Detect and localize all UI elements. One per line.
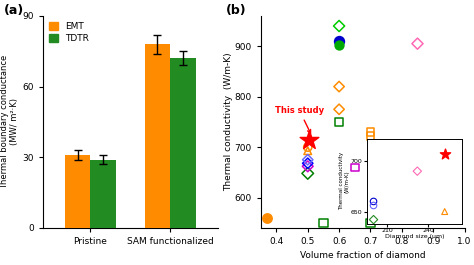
Point [335,43,343,47]
Point [335,120,343,124]
Y-axis label: Thermal conductivity  (W/m-K): Thermal conductivity (W/m-K) [224,52,233,191]
Point [367,134,374,138]
Point [335,85,343,89]
Legend: EMT, TDTR: EMT, TDTR [47,20,91,45]
Point [263,216,271,220]
Point [306,138,313,142]
Text: This study: This study [275,106,324,133]
Point [351,165,358,169]
Point [304,171,311,175]
Bar [91,160,116,228]
Point [367,221,374,225]
Point [304,161,311,165]
Y-axis label: Thermal boundary conductance
(MW/ m²·K): Thermal boundary conductance (MW/ m²·K) [0,55,19,189]
Point [304,158,311,162]
Bar [145,44,170,228]
Bar [170,58,196,228]
Point [304,149,311,153]
Point [304,164,311,169]
Bar [65,155,91,228]
X-axis label: Volume fraction of diamond: Volume fraction of diamond [300,251,426,260]
Point [414,42,421,46]
Text: (b): (b) [226,4,246,17]
Point [335,39,343,43]
Point [335,107,343,111]
Point [304,145,311,149]
Point [335,24,343,28]
Text: (a): (a) [4,4,24,17]
Point [319,221,327,226]
Point [367,130,374,134]
